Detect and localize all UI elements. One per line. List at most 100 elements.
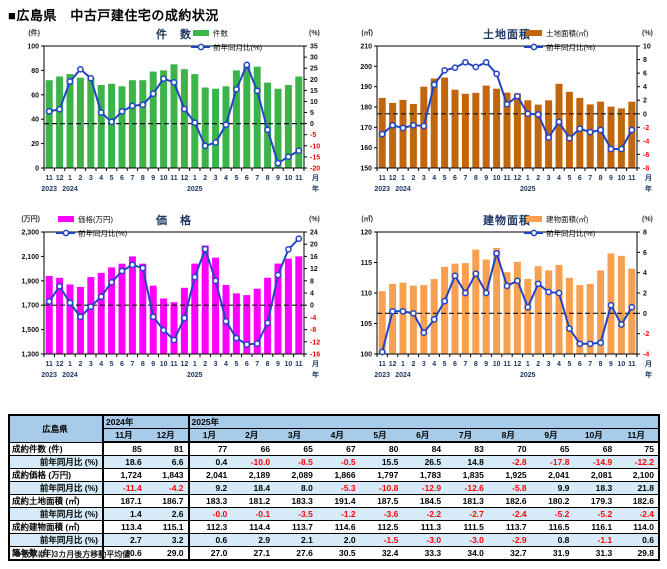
bar [576,97,584,168]
table-cell: 114.0 [616,520,659,534]
bar [232,70,240,168]
line-marker [181,314,188,322]
table-cell: -12.9 [402,481,446,495]
svg-text:-6: -6 [643,152,649,159]
svg-text:7: 7 [130,175,134,182]
line-marker [482,58,490,66]
table-cell: 1.4 [103,507,146,521]
svg-text:11: 11 [45,175,53,182]
line-marker [222,121,230,129]
svg-text:-8: -8 [643,166,649,173]
svg-text:月: 月 [311,360,319,368]
right-axis-unit: (%) [642,30,653,37]
line-marker [170,79,178,86]
svg-text:20: 20 [310,242,318,249]
bar [586,283,594,354]
table-cell: 187.1 [103,494,146,508]
svg-text:9: 9 [276,361,280,368]
chart-kensu: 0 20 40 60 80 100 -20 -15 -10 -5 0 5 10 15 20 25 30 35 11 1… [2,24,332,210]
svg-text:11: 11 [503,361,511,368]
line-marker [274,271,282,279]
svg-text:9: 9 [276,175,280,182]
svg-text:4: 4 [99,175,103,182]
svg-text:8: 8 [643,230,647,237]
month-header: 9月 [530,428,574,443]
month-header: 11月 [103,428,146,443]
table-cell: 1,835 [445,468,488,482]
line-marker [160,326,167,334]
svg-text:10: 10 [310,99,318,106]
row-label: 前年同月比 (%) [9,533,104,547]
bar [503,92,511,168]
svg-text:180: 180 [360,105,372,112]
bar [451,89,459,168]
line-marker [378,348,386,356]
table-cell: 81 [145,442,190,456]
line-marker [451,272,459,280]
svg-text:115: 115 [361,260,372,267]
table-cell: 27.6 [296,548,313,558]
bar [409,104,417,168]
svg-text:2,300: 2,300 [21,230,39,237]
bar [389,283,397,354]
stats-table: 広島県 2024年 2025年 11月 12月 1月 2月 3月 4月 5月 6月 7月 8月 9月 10月… [8,414,660,561]
bar [493,88,501,168]
svg-text:4: 4 [310,291,314,298]
chart-tochimenseki: 150 160 170 180 190 200 210 -8 -6 -4 -2 0 2 4 6 8 10 11 12… [335,24,665,210]
line-marker [462,289,469,297]
svg-text:5: 5 [567,361,571,368]
svg-text:12: 12 [514,175,522,182]
line-marker [77,65,84,73]
svg-text:-20: -20 [310,166,320,173]
table-cell: -0.0 [188,507,232,521]
svg-text:前年同月比(%): 前年同月比(%) [213,42,263,52]
svg-text:8: 8 [474,175,478,182]
svg-text:0: 0 [310,121,314,128]
bar [201,87,209,168]
table-cell: -3.0 [445,533,488,547]
bar [274,263,282,354]
line-marker [441,67,448,74]
bar [482,259,490,354]
svg-text:80: 80 [31,68,39,75]
svg-text:100: 100 [27,44,39,51]
bar [87,77,95,168]
svg-text:2: 2 [78,175,82,182]
line-marker [97,293,105,301]
svg-text:4: 4 [643,270,647,277]
table-cell: -2.9 [487,533,531,547]
table-cell: -1.1 [573,533,617,547]
row-label: 前年同月比 (%) [9,481,104,495]
bar [461,263,469,354]
svg-text:15: 15 [310,88,318,95]
right-axis: -16 -12 -8 -4 0 4 8 12 16 20 24 [304,230,320,359]
left-axis-unit: (件) [28,28,40,37]
svg-text:-16: -16 [310,352,320,359]
line-marker [243,61,251,69]
svg-text:年: 年 [645,370,652,379]
svg-text:2: 2 [536,361,540,368]
svg-text:25: 25 [310,66,318,73]
table-cell: 2,089 [274,468,317,482]
bar [628,101,636,168]
bar [565,91,573,169]
table-cell: 83 [445,442,488,456]
svg-text:-4: -4 [310,315,316,322]
svg-text:5: 5 [310,110,314,117]
svg-text:7: 7 [588,361,592,368]
table-cell: 2.9 [231,533,275,547]
svg-text:4: 4 [557,361,561,368]
svg-text:6: 6 [245,175,249,182]
svg-text:8: 8 [141,361,145,368]
table-cell: 187.5 [359,494,403,508]
svg-text:8: 8 [141,175,145,182]
table-cell: 191.4 [316,494,360,508]
line-marker [586,340,594,348]
bar [617,108,625,168]
month-header: 6月 [402,428,446,443]
table-cell: 75 [616,442,659,456]
svg-text:8: 8 [266,175,270,182]
svg-text:11: 11 [295,175,303,182]
svg-text:2023: 2023 [41,372,57,379]
svg-text:年: 年 [645,184,652,193]
